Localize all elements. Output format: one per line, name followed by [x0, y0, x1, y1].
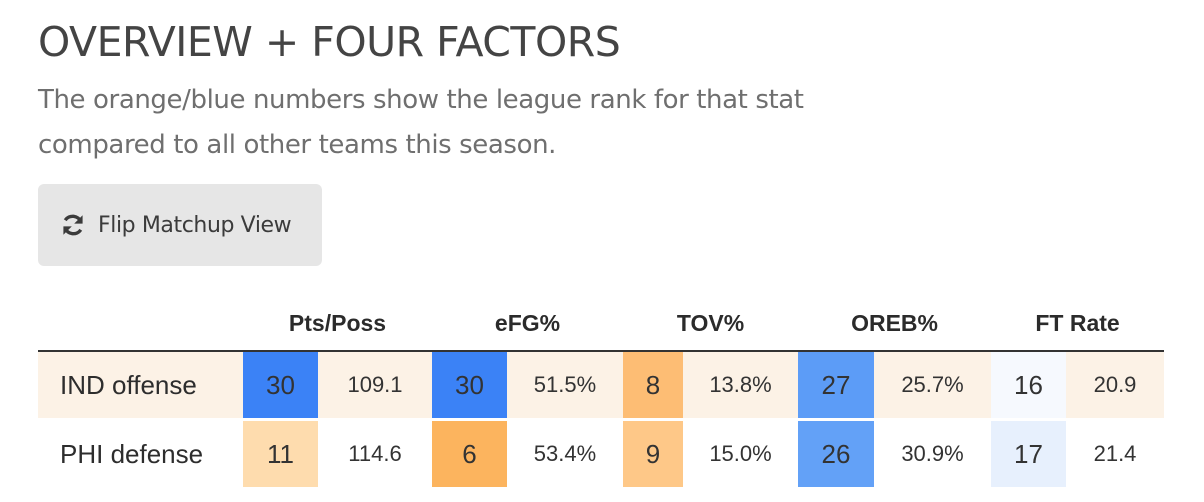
- table-row: IND offense 30 109.1 30 51.5% 8 13.8% 27…: [38, 351, 1165, 421]
- team-label: IND offense: [38, 351, 243, 421]
- subtitle-line-2: compared to all other teams this season.: [38, 130, 557, 160]
- value-cell: 51.5%: [507, 351, 623, 421]
- value-cell: 114.6: [318, 419, 432, 487]
- rank-cell: 17: [991, 419, 1067, 487]
- column-header: TOV%: [623, 296, 799, 352]
- table-row: PHI defense 11 114.6 6 53.4% 9 15.0% 26 …: [38, 419, 1165, 487]
- rank-cell: 30: [432, 351, 507, 421]
- rank-cell: 30: [243, 351, 318, 421]
- value-cell: 30.9%: [874, 419, 992, 487]
- column-header: Pts/Poss: [243, 296, 432, 352]
- value-cell: 20.9: [1066, 351, 1165, 421]
- flip-matchup-label: Flip Matchup View: [98, 212, 292, 238]
- column-header: FT Rate: [991, 296, 1165, 352]
- value-cell: 13.8%: [683, 351, 799, 421]
- page-subtitle: The orange/blue numbers show the league …: [38, 78, 938, 168]
- value-cell: 15.0%: [683, 419, 799, 487]
- flip-matchup-button[interactable]: Flip Matchup View: [38, 184, 322, 266]
- team-label: PHI defense: [38, 419, 243, 487]
- table-header-row: Pts/Poss eFG% TOV% OREB% FT Rate: [38, 296, 1165, 352]
- page-title: OVERVIEW + FOUR FACTORS: [38, 18, 621, 66]
- rank-cell: 11: [243, 419, 318, 487]
- team-column-header: [38, 296, 243, 352]
- value-cell: 25.7%: [874, 351, 992, 421]
- rank-cell: 16: [991, 351, 1067, 421]
- rank-cell: 8: [623, 351, 683, 421]
- rank-cell: 9: [623, 419, 683, 487]
- rank-cell: 27: [798, 351, 875, 421]
- four-factors-table: Pts/Poss eFG% TOV% OREB% FT Rate IND off…: [38, 296, 1165, 487]
- value-cell: 53.4%: [507, 419, 623, 487]
- column-header: OREB%: [798, 296, 992, 352]
- column-header: eFG%: [432, 296, 623, 352]
- rank-cell: 26: [798, 419, 875, 487]
- subtitle-line-1: The orange/blue numbers show the league …: [38, 85, 804, 115]
- value-cell: 21.4: [1066, 419, 1165, 487]
- value-cell: 109.1: [318, 351, 432, 421]
- rank-cell: 6: [432, 419, 507, 487]
- refresh-icon: [60, 212, 86, 238]
